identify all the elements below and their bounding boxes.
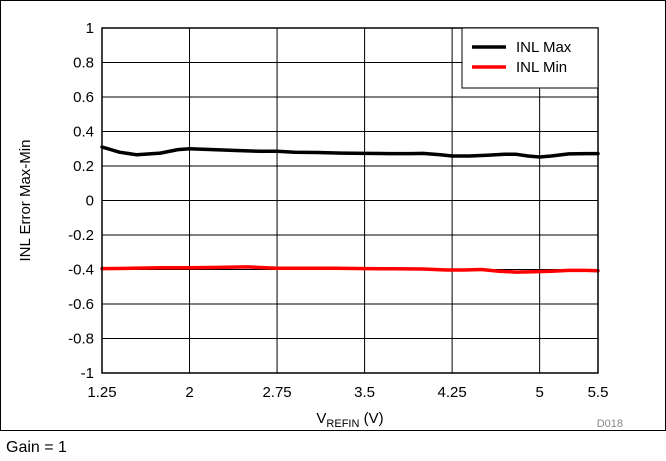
y-tick-label: -0.8 (68, 331, 94, 348)
series-line-inl-max (100, 145, 600, 159)
x-tick-label: 1.25 (87, 384, 116, 401)
tick-labels: 1.25 2 2.75 3.5 4.25 5 5.5 -1 -0.8 -0.6 -0.4 -0.2 0 0… (68, 20, 608, 401)
series-lines (100, 145, 600, 274)
legend-box (461, 27, 599, 89)
y-tick-label: -0.4 (68, 262, 94, 279)
x-axis-label-subscript: REFIN (326, 418, 359, 430)
y-tick-label: 0.6 (73, 89, 94, 106)
legend: INL Max INL Min (461, 27, 599, 89)
x-axis-label-main: V (316, 410, 326, 427)
figure-id: D018 (597, 418, 623, 430)
x-tick-label: 2 (185, 384, 193, 401)
x-tick-label: 4.25 (438, 384, 467, 401)
y-axis-label: INL Error Max-Min (17, 140, 34, 262)
plot-area-border (101, 27, 599, 374)
x-axis-label: VREFIN (V) (316, 410, 383, 430)
legend-label: INL Max (516, 39, 572, 56)
x-axis-label-unit: (V) (359, 410, 383, 427)
footnote: Gain = 1 (6, 439, 67, 456)
y-tick-label: 0.4 (73, 124, 94, 141)
y-tick-label: 0 (86, 193, 94, 210)
x-tick-label: 5 (535, 384, 543, 401)
x-tick-label: 2.75 (262, 384, 291, 401)
y-tick-label: -0.6 (68, 296, 94, 313)
series-line-inl-min (100, 265, 600, 274)
y-tick-label: -0.2 (68, 227, 94, 244)
y-tick-label: 0.8 (73, 55, 94, 72)
y-tick-label: 0.2 (73, 158, 94, 175)
y-tick-label: -1 (81, 365, 94, 382)
y-tick-label: 1 (86, 20, 94, 37)
x-tick-label: 3.5 (354, 384, 375, 401)
x-tick-label: 5.5 (588, 384, 609, 401)
legend-label: INL Min (516, 59, 567, 76)
